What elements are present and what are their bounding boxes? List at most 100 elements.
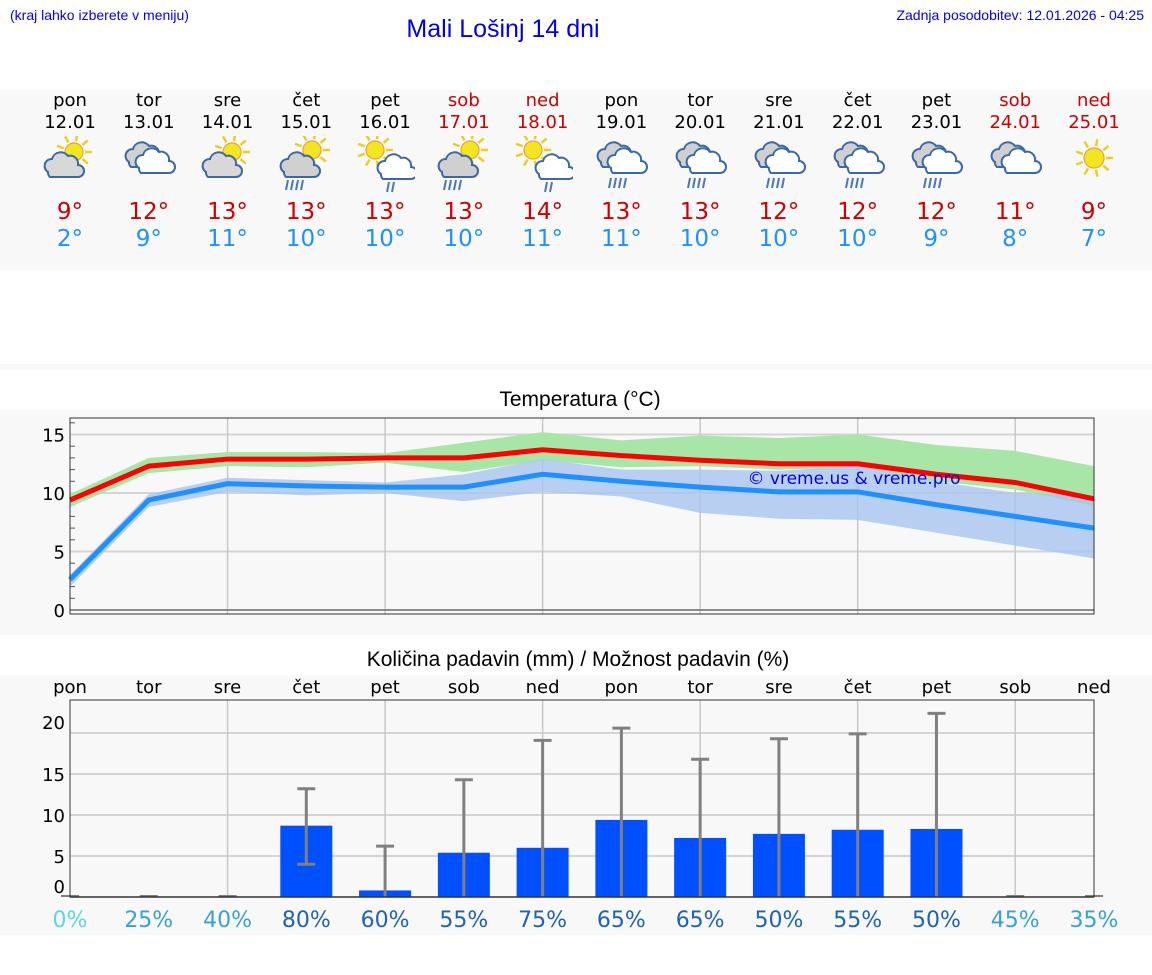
day-name: sre [765,90,793,111]
plot-frame [69,699,1095,898]
y-tick-label: 20 [42,713,65,734]
weather-cloudy-icon [119,136,179,196]
min-temperature: 7° [1080,226,1108,252]
weather-cloudy-rain-icon [670,136,730,196]
precipitation-probability: 0% [53,908,88,933]
day-date: 13.01 [123,112,175,133]
day-name: čet [843,90,872,111]
plot-frame [69,417,1095,615]
min-temperature: 10° [364,226,406,252]
precipitation-probability: 80% [282,908,331,933]
min-temperature-line [68,471,1095,582]
max-temperature: 9° [56,199,84,225]
page-title: Mali Lošinj 14 dni [406,15,600,43]
day-date: 23.01 [910,112,963,133]
day-name: pon [604,90,639,111]
day-label: sre [765,677,792,698]
max-temperature: 13° [285,199,327,225]
y-tick-label: 0 [54,601,65,622]
y-tick-label: 10 [42,806,65,827]
min-temperature: 9° [135,226,162,252]
max-temperature: 12° [758,199,800,225]
day-date: 22.01 [831,112,884,133]
day-date: 21.01 [753,112,805,133]
precipitation-probability: 50% [754,908,803,933]
min-temperature: 11° [207,226,248,252]
precipitation-probability: 75% [518,908,567,933]
day-label: pet [922,677,952,698]
max-temperature: 11° [994,199,1036,225]
precipitation-probability: 50% [912,908,961,933]
weather-sun-cloud-light-rain-icon [355,132,419,196]
precipitation-probability: 45% [991,908,1040,933]
min-temperature: 9° [923,226,950,252]
day-date: 15.01 [280,112,333,133]
day-label: sob [448,677,480,698]
day-label: tor [687,677,713,698]
day-label: pon [53,677,87,698]
max-temperature: 12° [837,199,879,225]
weather-sunny-icon [1064,136,1124,196]
day-name: pet [370,90,400,111]
precipitation-chart-title: Količina padavin (mm) / Možnost padavin … [366,648,790,671]
max-temperature: 12° [128,199,170,225]
precipitation-chart: pon tor sre čet pet sob ned pon tor sre čet pet sob n… [0,675,1152,935]
y-tick-label: 15 [42,765,65,786]
day-name: sob [447,90,480,111]
temperature-chart-title: Temperatura (°C) [499,388,661,411]
day-name: tor [136,90,162,111]
day-date: 14.01 [201,112,254,133]
day-label: sre [214,677,241,698]
weather-partly-cloudy-rain-icon [434,132,494,196]
precipitation-probability: 40% [203,908,252,933]
weather-partly-cloudy-icon [198,134,258,196]
day-date: 12.01 [44,112,96,133]
precipitation-probability: 25% [124,908,173,933]
max-temperature: 12° [916,199,957,225]
day-label: čet [844,677,872,698]
precipitation-chart-svg: pon tor sre čet pet sob ned pon tor sre čet pet sob n… [42,677,1119,933]
precipitation-probability: 55% [439,908,488,933]
max-temperature: 13° [600,199,642,225]
precipitation-probability: 55% [833,908,882,933]
day-date: 18.01 [516,112,569,133]
day-name: ned [525,90,560,111]
watermark: © vreme.us & vreme.pro [747,469,960,489]
max-temperature: 14° [522,199,563,225]
min-temperature: 10° [285,226,327,252]
weather-cloudy-rain-icon [906,136,966,196]
precipitation-probability: 35% [1070,908,1119,933]
day-name: pon [53,90,87,111]
day-label: ned [526,677,560,698]
min-temperature: 8° [1002,226,1029,252]
day-date: 25.01 [1068,112,1120,133]
max-temperature-range-band [70,432,1094,508]
day-name: tor [687,90,713,111]
y-tick-label: 5 [54,847,65,868]
max-temperature: 13° [364,199,406,225]
y-tick-label: 15 [42,426,65,447]
day-label: ned [1077,677,1111,698]
day-date: 24.01 [989,112,1041,133]
min-temperature: 10° [758,226,800,252]
day-name: pet [921,90,952,111]
day-label: čet [292,677,320,698]
max-temperature-line [69,447,1095,503]
day-name: čet [292,90,321,111]
max-temperature: 13° [207,199,248,225]
precipitation-probability: 60% [361,908,410,933]
weather-sun-cloud-light-rain-icon [513,132,576,196]
min-temperature: 10° [679,226,721,252]
weather-cloudy-rain-icon [828,136,888,196]
max-temperature: 13° [443,199,485,225]
weather-partly-cloudy-icon [40,134,100,196]
day-label: pet [370,677,400,698]
min-temperature: 2° [56,226,84,252]
min-temperature: 10° [443,226,485,252]
weather-cloudy-icon [985,136,1045,196]
max-temperature: 9° [1080,199,1108,225]
day-label: tor [136,677,162,698]
location-menu-hint: (kraj lahko izberete v meniju) [10,7,189,23]
weather-cloudy-rain-icon [749,136,809,196]
day-label: pon [604,677,638,698]
